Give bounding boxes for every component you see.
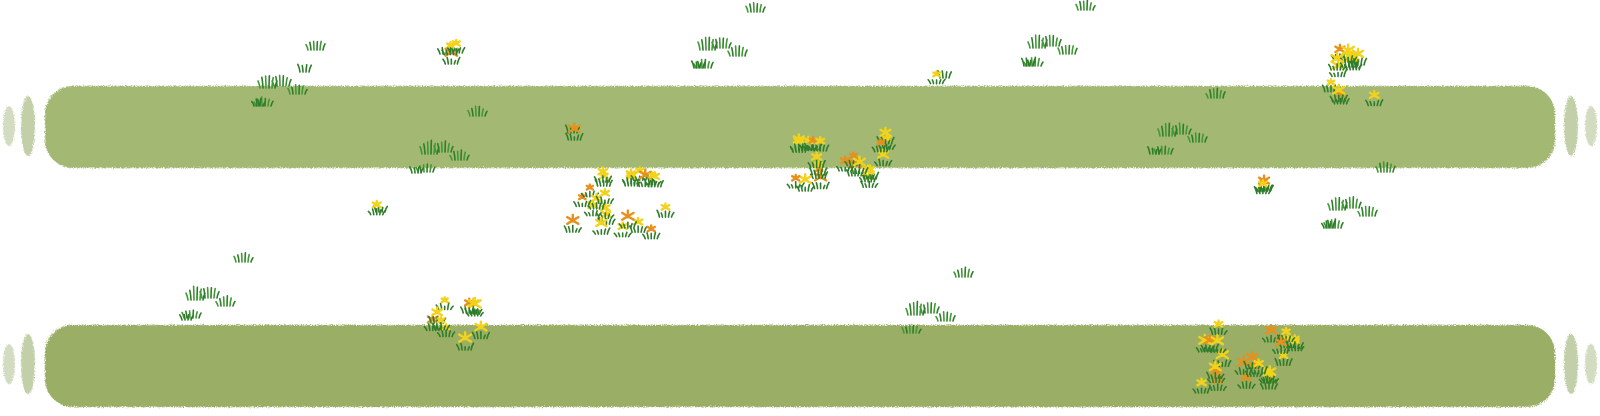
- flower: [656, 202, 675, 218]
- strip-cap-inner-left: [21, 96, 35, 156]
- flower: [441, 41, 460, 56]
- flower: [618, 209, 638, 229]
- grass-tuft: [253, 40, 326, 107]
- flower: [811, 135, 830, 152]
- flower: [835, 155, 855, 172]
- flower: [1271, 336, 1291, 355]
- grass-tuft-small: [178, 313, 195, 321]
- flower-patch: [563, 166, 675, 240]
- flower: [471, 320, 491, 340]
- flower: [565, 122, 584, 141]
- grass-tuft-small: [1320, 219, 1337, 229]
- flower-patch: [786, 126, 896, 192]
- strip-cap-outer-left: [3, 344, 15, 384]
- flower: [464, 297, 483, 315]
- flower: [455, 331, 475, 351]
- flower: [628, 216, 648, 233]
- grass-tuft: [1023, 0, 1096, 67]
- flower: [442, 45, 461, 65]
- flower: [596, 202, 615, 219]
- grass-tuft-small: [296, 63, 313, 73]
- flower: [580, 183, 600, 198]
- flower-patch: [441, 38, 466, 65]
- flower-patch: [565, 122, 584, 141]
- flower: [1261, 323, 1281, 343]
- flower: [807, 151, 826, 169]
- flower: [1213, 347, 1232, 368]
- grass-tuft: [415, 105, 488, 173]
- strip-cap-outer-left: [3, 106, 15, 146]
- grass-tuft-small: [250, 97, 267, 107]
- flower: [587, 192, 606, 210]
- flower: [1365, 89, 1384, 107]
- flower: [367, 199, 386, 216]
- flower-patch: [927, 70, 946, 85]
- grass-tuft-small: [408, 166, 425, 174]
- flower-patches-layer: [367, 38, 1384, 394]
- flower: [563, 213, 582, 233]
- flower-patch: [1253, 174, 1274, 195]
- strip-cap-outer-right: [1585, 344, 1597, 384]
- grass-tuft-small: [1020, 57, 1037, 67]
- grass-tuft-small: [1146, 145, 1163, 155]
- grass-tuft: [1153, 87, 1226, 155]
- flower: [431, 316, 451, 331]
- flower-patch: [1192, 319, 1305, 394]
- strip-cap-inner-left: [21, 334, 35, 394]
- flower: [435, 296, 454, 311]
- flower: [1274, 350, 1293, 367]
- flower: [871, 138, 890, 153]
- grass-tuft: [181, 251, 254, 319]
- flower: [1243, 350, 1262, 370]
- flower: [850, 155, 869, 175]
- grass-tuft-small: [690, 60, 707, 69]
- grass-strip-top: [3, 86, 1597, 168]
- grass-tuft: [693, 1, 766, 69]
- flower: [1328, 59, 1348, 78]
- flower: [642, 224, 661, 240]
- flower-patch: [423, 296, 491, 351]
- strip-cap-inner-right: [1564, 96, 1578, 156]
- flower-patch: [1321, 43, 1384, 107]
- flower: [1208, 334, 1227, 354]
- strip-cap-inner-right: [1564, 334, 1578, 394]
- grass-tufts-layer: [178, 0, 1396, 334]
- flower: [643, 171, 662, 186]
- flower: [1329, 83, 1348, 103]
- flower: [447, 38, 466, 54]
- flower: [786, 173, 805, 189]
- flower: [1237, 372, 1256, 389]
- flower: [593, 166, 613, 183]
- grass-tuft: [901, 266, 974, 334]
- flower: [1209, 319, 1228, 336]
- grass-strip-bottom: [3, 325, 1597, 407]
- flower: [858, 164, 878, 183]
- flower: [1253, 179, 1273, 195]
- flower: [927, 70, 946, 85]
- flower-patch: [367, 199, 386, 216]
- grass-strip-body-top: [45, 86, 1555, 168]
- flower: [636, 168, 655, 188]
- flower: [1192, 377, 1211, 394]
- flower: [1327, 51, 1347, 71]
- flower: [573, 192, 592, 208]
- flower: [1249, 358, 1268, 375]
- flower: [595, 188, 615, 205]
- flower: [592, 216, 611, 235]
- grass-strip-body-bottom: [45, 325, 1555, 407]
- strip-cap-outer-right: [1585, 106, 1597, 146]
- flower: [1206, 360, 1225, 380]
- grass-tuft: [1323, 161, 1396, 229]
- flower: [789, 133, 809, 152]
- flower: [795, 173, 815, 192]
- flower: [1348, 47, 1368, 66]
